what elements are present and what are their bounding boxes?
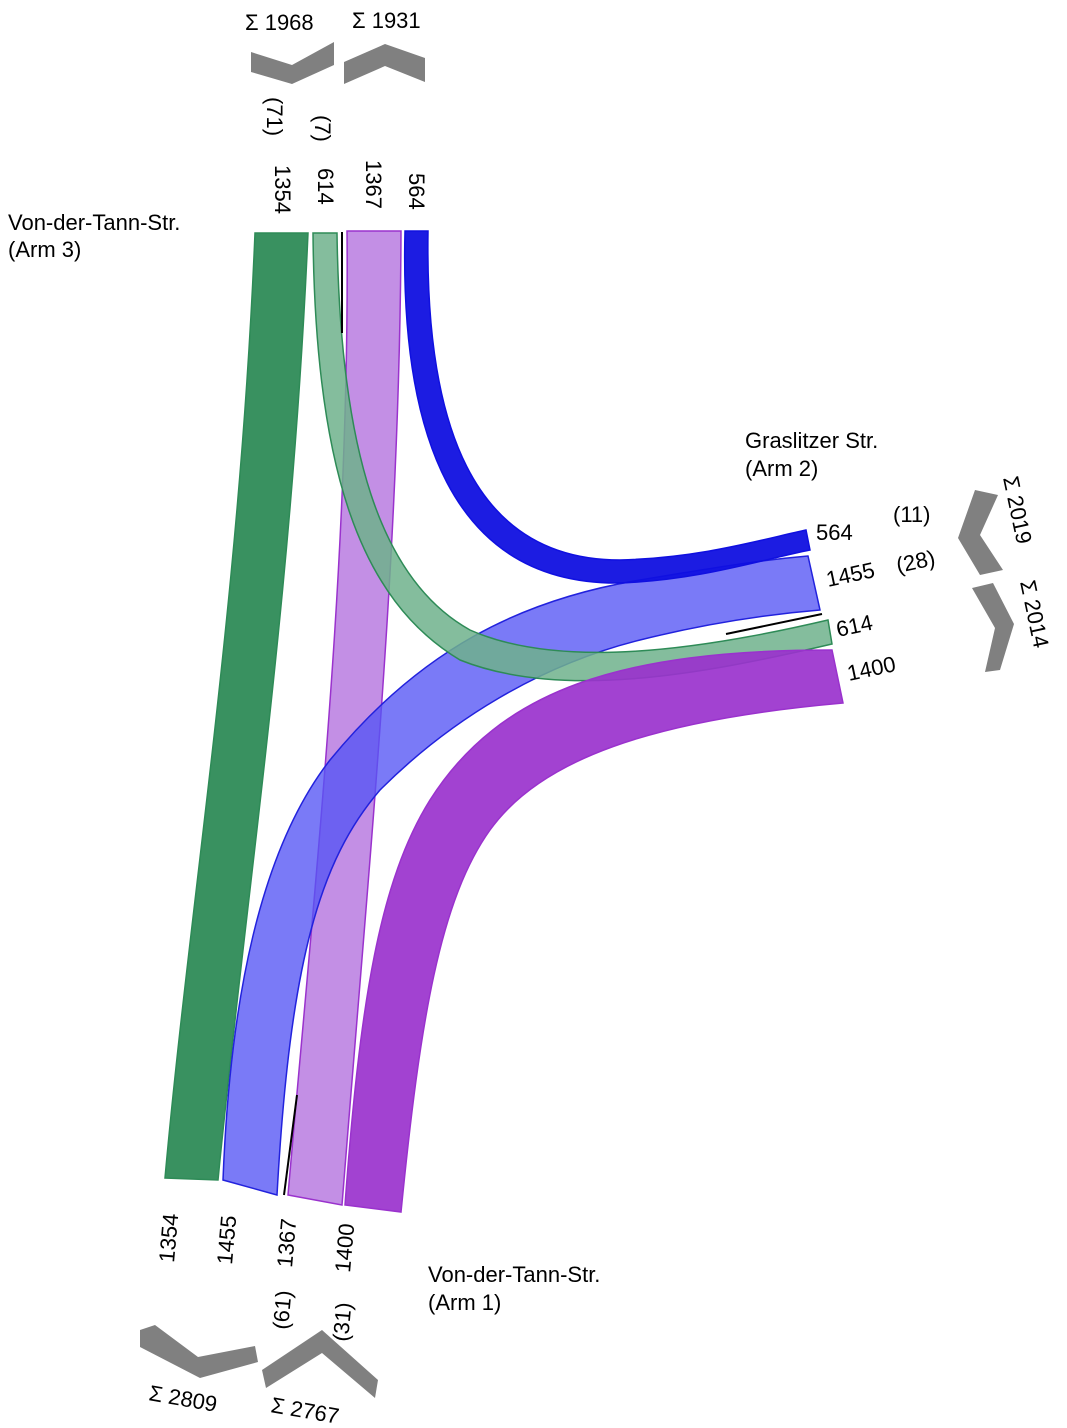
flow-arm1-to-arm3 [287,230,402,1206]
right-flow-4: 1400 [845,651,898,686]
chevron-down-icon-bottom [140,1325,258,1378]
chevron-up-icon-bottom [262,1330,378,1398]
arm2-name: Graslitzer Str. [745,428,878,453]
top-sum-in: Σ 1968 [245,10,314,35]
bottom-heavy-2: (31) [328,1301,356,1342]
bottom-sum-out: Σ 2767 [269,1392,341,1428]
top-flow-1: 1354 [270,165,295,214]
right-flow-1: 564 [816,520,853,545]
top-sum-out: Σ 1931 [352,8,421,33]
right-heavy-1: (11) [893,502,931,527]
top-flow-2: 614 [313,168,338,205]
top-flow-4: 564 [404,173,429,210]
bottom-heavy-1: (61) [268,1289,296,1330]
chevron-up-icon [344,44,425,84]
flow-arm3-to-arm2 [312,232,833,682]
bottom-sum-in: Σ 2809 [147,1380,219,1417]
bottom-flow-4: 1400 [330,1222,359,1273]
arm1-sub: (Arm 1) [428,1290,501,1315]
right-sum-out: Σ 2014 [1015,578,1054,650]
arm1-name: Von-der-Tann-Str. [428,1262,600,1287]
separator-line-bottom [283,1094,298,1196]
flow-arm2-to-arm3 [403,230,811,584]
top-flow-3: 1367 [361,160,386,209]
flow-arm3-to-arm1 [164,232,309,1181]
chevron-right-icon [972,583,1014,672]
arm3-name: Von-der-Tann-Str. [8,210,180,235]
right-sum-in: Σ 2019 [998,474,1037,546]
flow-arm2-to-arm1 [344,649,844,1213]
arm3-sub: (Arm 3) [8,237,81,262]
chevron-down-icon [251,42,334,84]
top-heavy-2: (7) [310,115,335,142]
arm2-sub: (Arm 2) [745,456,818,481]
top-heavy-1: (71) [262,97,287,136]
flow-arm1-to-arm2 [222,555,821,1196]
right-heavy-2: (28) [894,545,937,578]
bottom-flow-2: 1455 [212,1214,241,1265]
right-flow-2: 1455 [824,557,877,592]
right-flow-3: 614 [834,610,875,642]
chevron-left-icon [958,490,1003,575]
separator-line-right [725,613,823,635]
bottom-flow-1: 1354 [154,1212,183,1263]
bottom-flow-3: 1367 [272,1217,301,1268]
